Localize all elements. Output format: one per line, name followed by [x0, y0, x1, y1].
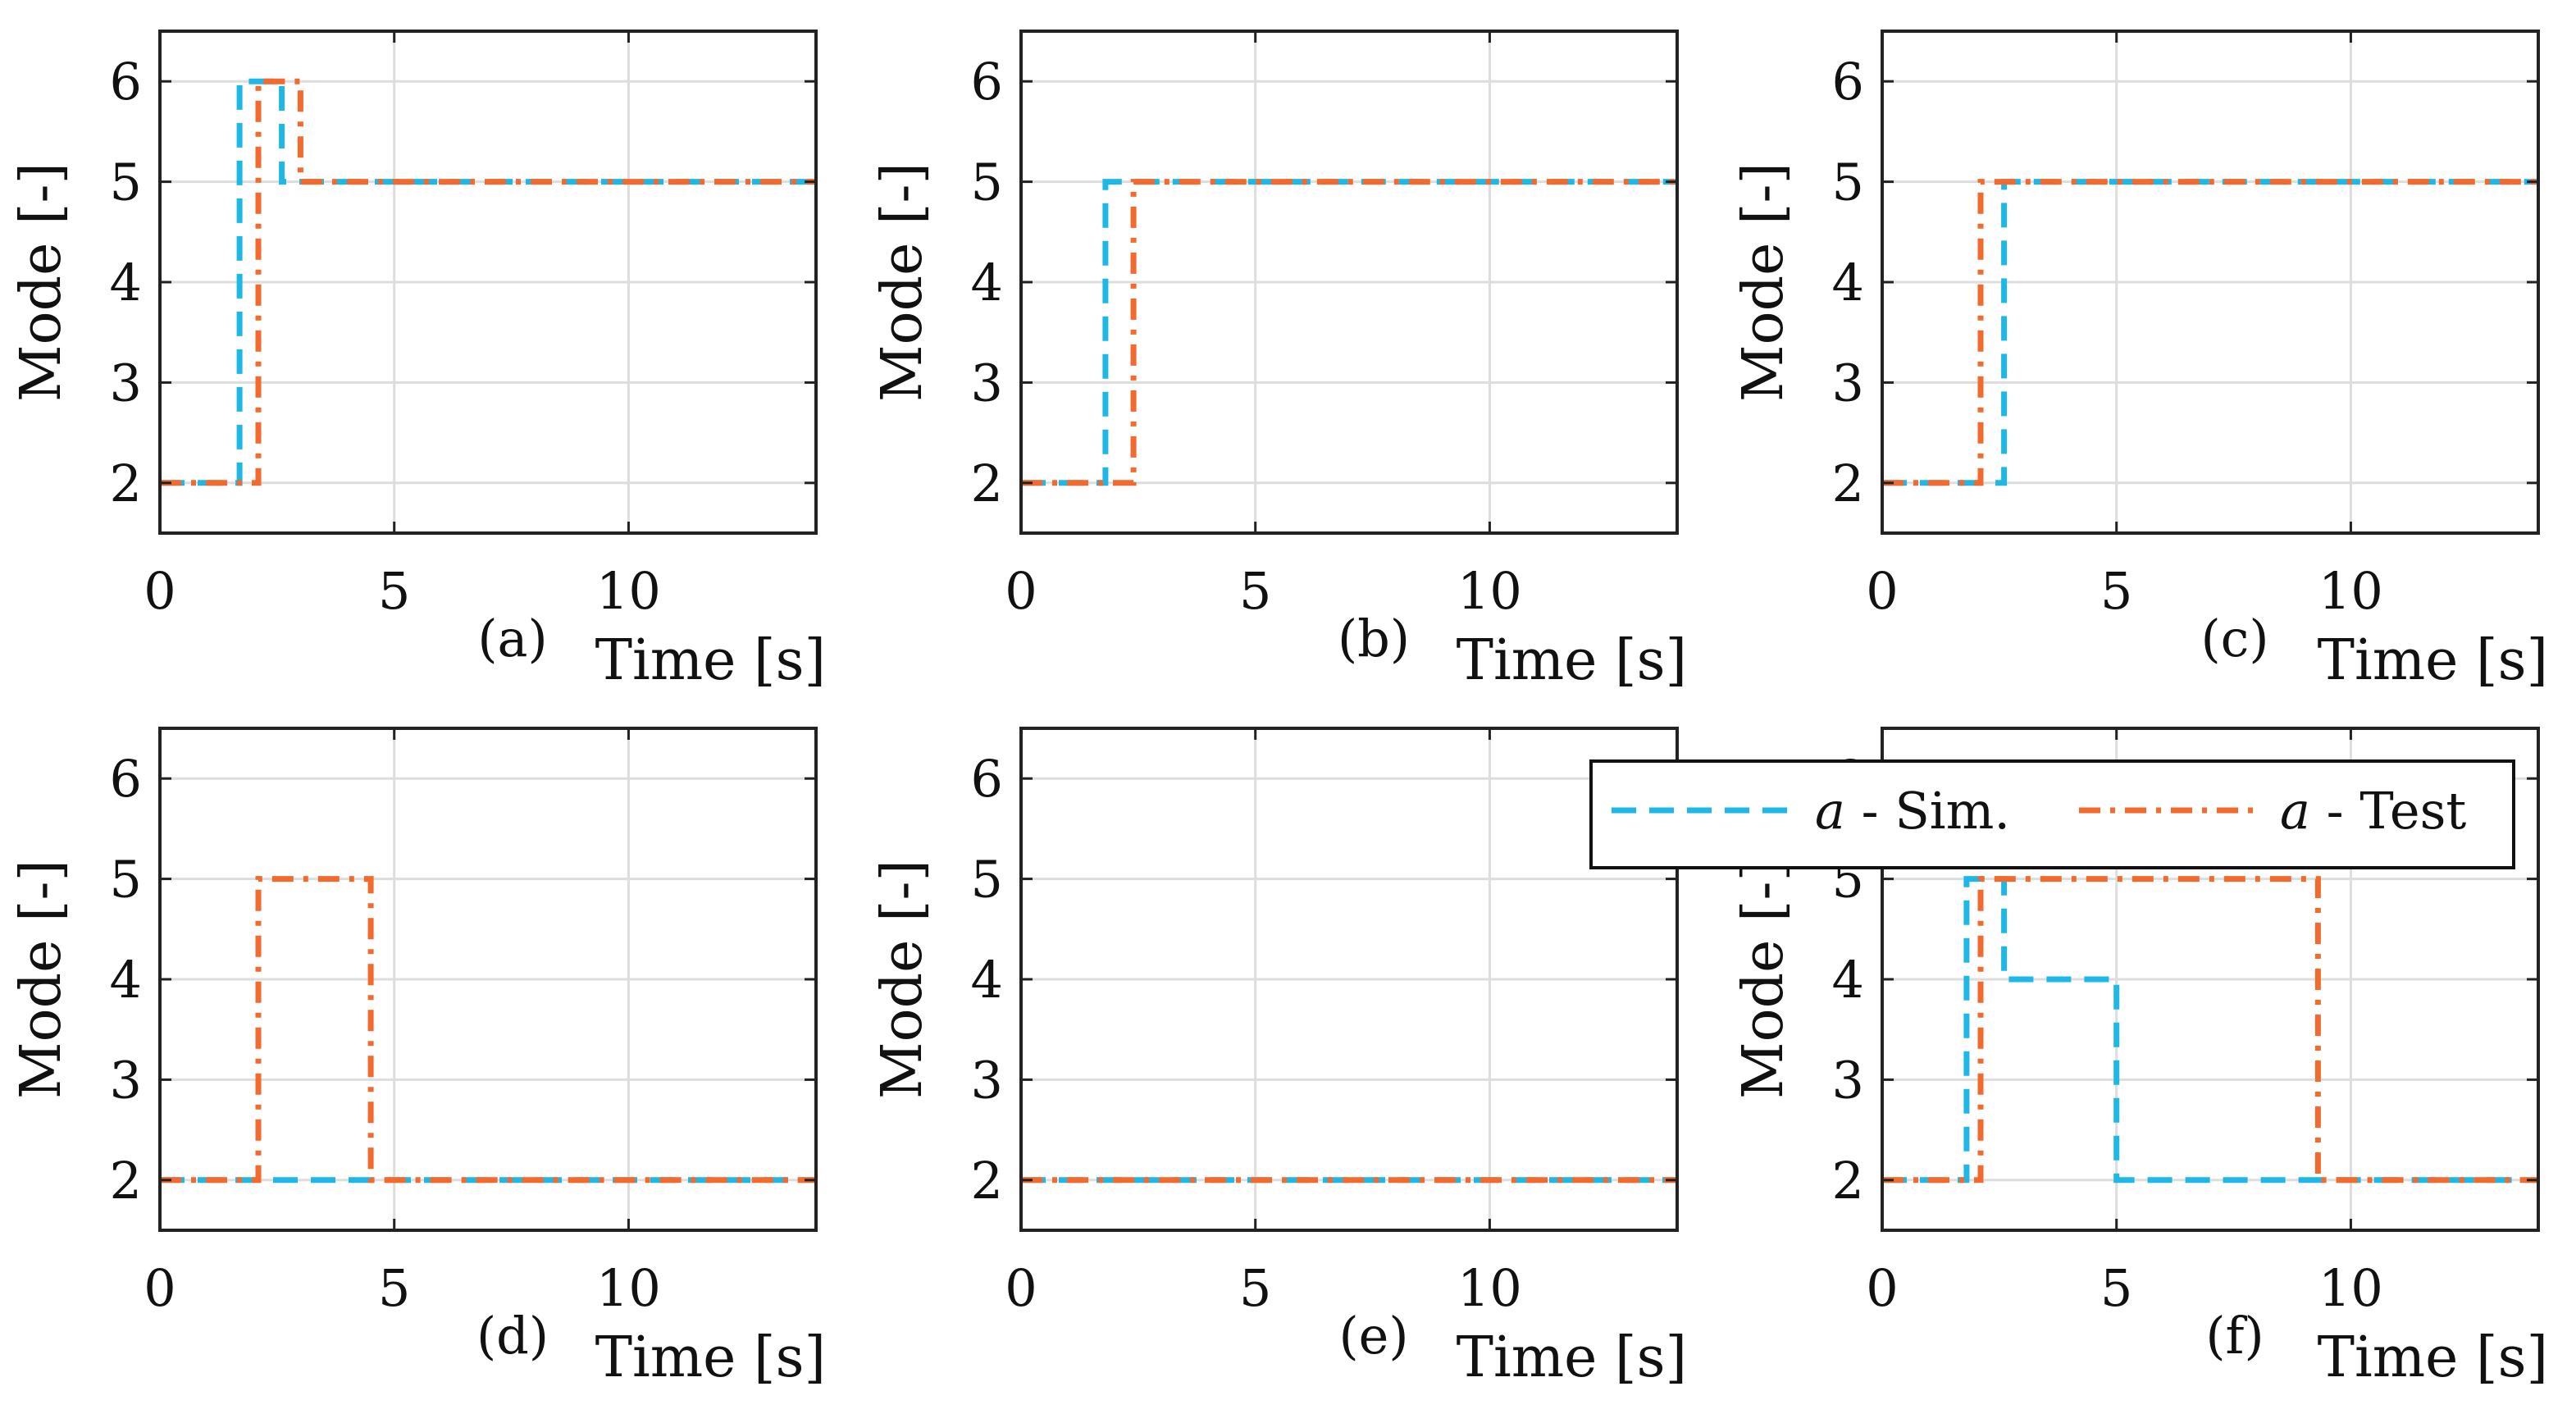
series-test-line	[1882, 179, 2538, 486]
x-tick-label: 10	[1457, 1258, 1522, 1318]
panel-d: 0 5 10 2 3 4 5 6 Mode [-] Time [s] (d)	[9, 727, 826, 1390]
y-tick-label: 4	[110, 253, 142, 312]
panel-a: 0 5 10 2 3 4 5 6 Mode [-] Time [s] (a)	[9, 30, 826, 693]
y-tick-label: 5	[110, 153, 142, 212]
x-axis-label: Time [s]	[1457, 1325, 1687, 1390]
y-tick-label: 6	[110, 749, 142, 809]
panel-label: (c)	[2200, 609, 2268, 668]
y-tick-label: 3	[971, 353, 1003, 413]
x-tick-label: 5	[378, 1258, 410, 1318]
x-tick-label: 0	[144, 561, 176, 621]
legend: a - Sim. a - Test	[1589, 759, 2515, 869]
x-tick-label: 5	[1239, 561, 1271, 621]
series-test-line	[160, 876, 816, 1184]
series-test-line	[1882, 876, 2538, 1184]
panel-label: (d)	[476, 1306, 549, 1366]
legend-sim-label: a - Sim.	[1815, 781, 2010, 841]
y-tick-label: 6	[110, 52, 142, 112]
y-axis-label: Mode [-]	[9, 162, 74, 402]
x-axis-label: Time [s]	[595, 1325, 826, 1390]
legend-sim-text: - Sim.	[1845, 781, 2010, 841]
x-tick-label: 5	[2100, 561, 2132, 621]
y-tick-label: 2	[971, 1151, 1003, 1211]
x-axis-label: Time [s]	[2318, 1325, 2548, 1390]
y-tick-label: 6	[971, 749, 1003, 809]
y-tick-label: 6	[971, 52, 1003, 112]
x-tick-label: 0	[1005, 1258, 1037, 1318]
y-tick-label: 2	[110, 1151, 142, 1211]
y-tick-label: 3	[971, 1050, 1003, 1110]
series-sim-line	[1021, 179, 1677, 486]
y-tick-label: 3	[110, 1050, 142, 1110]
x-axis-label: Time [s]	[2318, 628, 2548, 693]
x-tick-label: 0	[1005, 561, 1037, 621]
x-tick-label: 5	[2100, 1258, 2132, 1318]
y-tick-label: 4	[971, 253, 1003, 312]
y-axis-label: Mode [-]	[9, 860, 74, 1099]
panel-label: (b)	[1338, 609, 1410, 668]
legend-box	[1589, 759, 2515, 869]
x-axis-label: Time [s]	[1457, 628, 1687, 693]
y-tick-label: 4	[1832, 253, 1864, 312]
y-tick-label: 2	[110, 454, 142, 513]
panels-group: 0 5 10 2 3 4 5 6 Mode [-] Time [s] (a) 0 5 10 2 3 4 5 6 Mod…	[9, 30, 2548, 1390]
legend-sim-var: a	[1815, 781, 1845, 841]
legend-test-label: a - Test	[2280, 781, 2466, 841]
panel-e: 0 5 10 2 3 4 5 6 Mode [-] Time [s] (e)	[870, 727, 1687, 1390]
y-tick-label: 2	[1832, 1151, 1864, 1211]
x-tick-label: 10	[596, 561, 661, 621]
y-tick-label: 5	[1832, 153, 1864, 212]
x-tick-label: 10	[1457, 561, 1522, 621]
series-test-line	[160, 78, 816, 486]
x-tick-label: 0	[1866, 561, 1898, 621]
legend-test-text: - Test	[2310, 781, 2466, 841]
series-test-line	[1021, 179, 1677, 486]
y-tick-label: 4	[110, 950, 142, 1010]
y-axis-label: Mode [-]	[1731, 860, 1796, 1099]
y-axis-label: Mode [-]	[870, 162, 935, 402]
y-tick-label: 3	[1832, 353, 1864, 413]
x-tick-label: 0	[144, 1258, 176, 1318]
panel-label: (f)	[2205, 1306, 2264, 1366]
panel-c: 0 5 10 2 3 4 5 6 Mode [-] Time [s] (c)	[1731, 30, 2548, 693]
y-tick-label: 6	[1832, 52, 1864, 112]
x-tick-label: 10	[596, 1258, 661, 1318]
x-tick-label: 10	[2318, 1258, 2383, 1318]
x-axis-label: Time [s]	[595, 628, 826, 693]
y-axis-label: Mode [-]	[1731, 162, 1796, 402]
x-tick-label: 0	[1866, 1258, 1898, 1318]
y-tick-label: 3	[110, 353, 142, 413]
y-tick-label: 2	[971, 454, 1003, 513]
x-tick-label: 10	[2318, 561, 2383, 621]
x-tick-label: 5	[378, 561, 410, 621]
y-tick-label: 4	[971, 950, 1003, 1010]
series-sim-line	[1882, 876, 2538, 1184]
panel-label: (a)	[477, 609, 547, 668]
y-tick-label: 5	[971, 850, 1003, 910]
legend-test-var: a	[2280, 781, 2310, 841]
y-tick-label: 4	[1832, 950, 1864, 1010]
y-tick-label: 5	[110, 850, 142, 910]
y-tick-label: 5	[971, 153, 1003, 212]
panel-b: 0 5 10 2 3 4 5 6 Mode [-] Time [s] (b)	[870, 30, 1687, 693]
y-tick-label: 2	[1832, 454, 1864, 513]
y-tick-label: 3	[1832, 1050, 1864, 1110]
panel-label: (e)	[1338, 1306, 1408, 1366]
x-tick-label: 5	[1239, 1258, 1271, 1318]
series-sim-line	[160, 78, 816, 486]
y-axis-label: Mode [-]	[870, 860, 935, 1099]
